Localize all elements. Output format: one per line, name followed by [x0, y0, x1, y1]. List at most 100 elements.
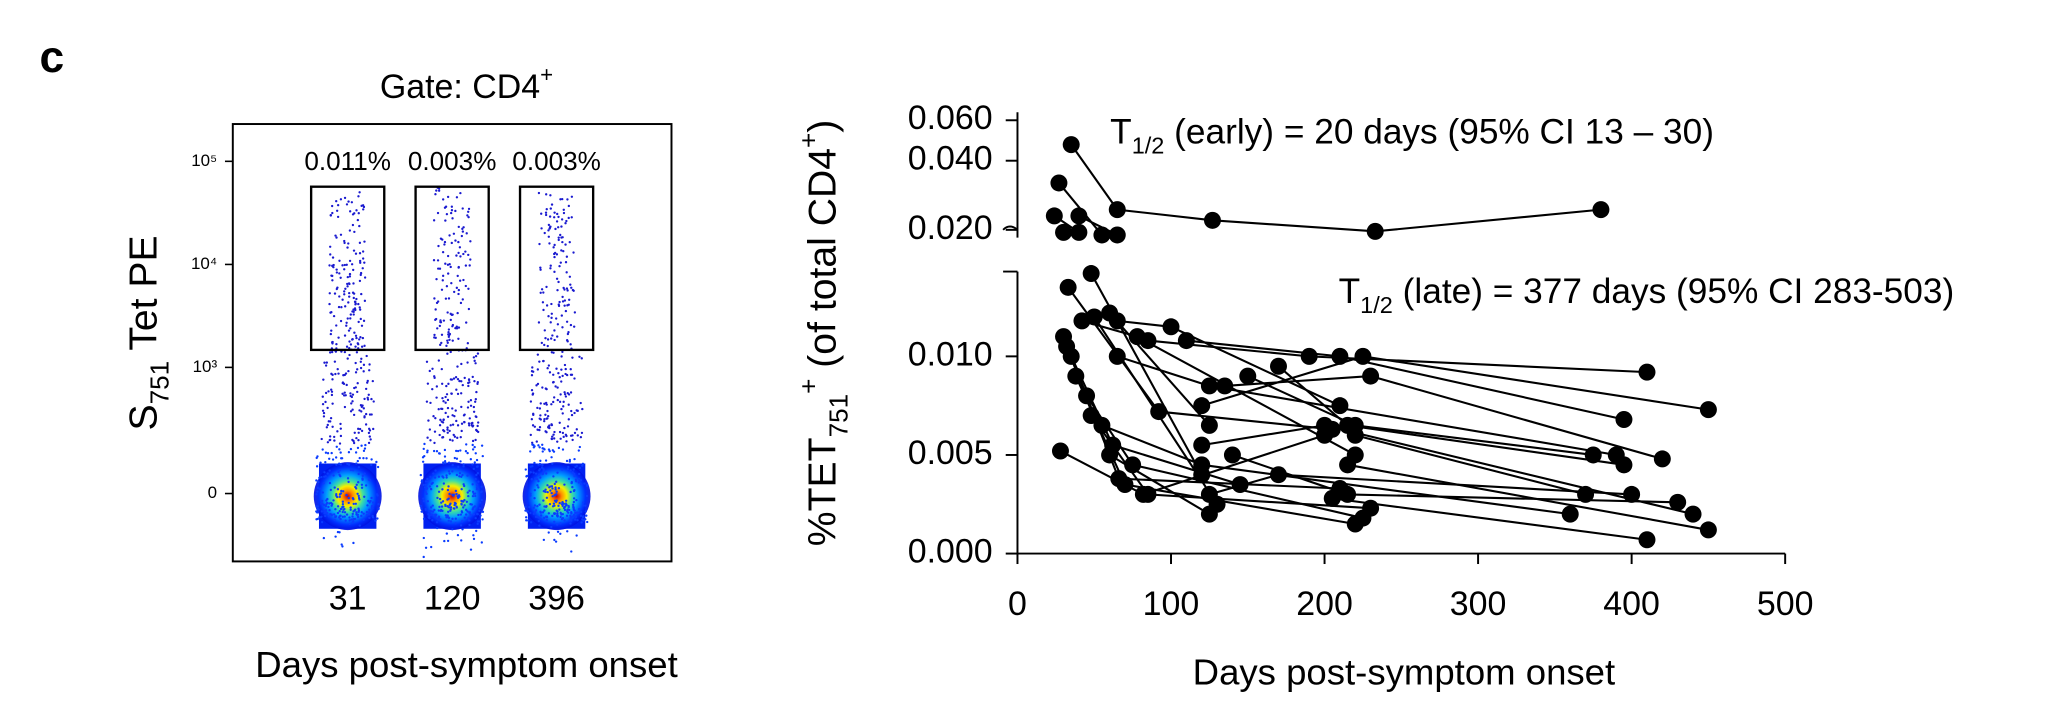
- event-dot: [437, 509, 440, 512]
- event-dot: [548, 449, 551, 453]
- event-dot: [460, 362, 463, 366]
- event-dot: [467, 253, 470, 257]
- event-dot: [556, 335, 559, 338]
- event-dot: [584, 510, 587, 513]
- event-dot: [550, 485, 554, 488]
- data-point: [1638, 531, 1656, 549]
- event-dot: [469, 258, 472, 261]
- event-dot: [569, 469, 572, 472]
- event-dot: [481, 510, 485, 514]
- event-dot: [333, 439, 336, 442]
- event-dot: [560, 518, 564, 521]
- event-dot: [341, 545, 344, 548]
- data-point: [1051, 442, 1069, 460]
- event-dot: [558, 430, 562, 434]
- event-dot: [368, 413, 372, 416]
- data-point: [1108, 226, 1126, 244]
- event-dot: [550, 403, 553, 406]
- event-dot: [318, 476, 321, 480]
- event-dot: [324, 475, 327, 478]
- event-dot: [555, 490, 558, 493]
- event-dot: [364, 423, 368, 426]
- event-dot: [573, 472, 576, 476]
- data-point: [1615, 456, 1633, 474]
- event-dot: [329, 253, 332, 256]
- event-dot: [335, 463, 338, 466]
- event-dot: [447, 335, 450, 339]
- event-dot: [331, 264, 334, 267]
- event-dot: [359, 261, 362, 264]
- event-dot: [456, 533, 460, 537]
- event-dot: [478, 520, 482, 523]
- event-dot: [343, 405, 347, 409]
- event-dot: [356, 459, 359, 463]
- event-dot: [329, 438, 332, 442]
- event-dot: [557, 226, 560, 229]
- event-dot: [559, 437, 562, 440]
- event-dot: [524, 505, 527, 508]
- event-dot: [435, 189, 438, 192]
- event-dot: [552, 380, 555, 384]
- event-dot: [525, 519, 528, 522]
- event-dot: [348, 259, 352, 263]
- event-dot: [335, 324, 338, 327]
- event-dot: [579, 514, 583, 517]
- event-dot: [561, 295, 564, 299]
- event-dot: [524, 468, 527, 471]
- event-dot: [538, 426, 542, 429]
- event-dot: [331, 502, 334, 506]
- event-dot: [445, 476, 448, 479]
- event-dot: [336, 203, 340, 207]
- event-dot: [561, 240, 564, 244]
- event-dot: [327, 515, 331, 518]
- event-dot: [537, 463, 540, 466]
- event-dot: [354, 451, 358, 454]
- event-dot: [539, 459, 542, 462]
- event-dot: [368, 369, 371, 372]
- event-dot: [350, 201, 354, 204]
- event-dot: [358, 279, 362, 283]
- event-dot: [360, 514, 363, 517]
- event-dot: [339, 422, 342, 426]
- event-dot: [540, 227, 543, 230]
- event-dot: [338, 448, 341, 451]
- event-dot: [476, 352, 480, 355]
- event-dot: [535, 384, 538, 387]
- event-dot: [431, 481, 434, 485]
- event-dot: [365, 510, 369, 514]
- event-dot: [368, 478, 372, 482]
- event-dot: [341, 510, 344, 514]
- event-dot: [356, 515, 360, 519]
- event-dot: [457, 326, 461, 329]
- event-dot: [557, 303, 560, 306]
- event-dot: [363, 397, 366, 401]
- event-dot: [342, 382, 346, 386]
- event-dot: [556, 323, 560, 326]
- event-dot: [334, 515, 337, 518]
- event-dot: [363, 472, 366, 475]
- data-point: [1331, 347, 1349, 365]
- data-point: [1592, 201, 1610, 219]
- event-dot: [565, 255, 569, 258]
- data-point: [1270, 466, 1287, 484]
- event-dot: [351, 408, 354, 411]
- event-dot: [556, 512, 559, 515]
- event-dot: [425, 400, 429, 403]
- event-dot: [474, 362, 477, 365]
- event-dot: [467, 378, 471, 382]
- event-dot: [328, 509, 331, 512]
- data-point: [1699, 521, 1717, 539]
- event-dot: [357, 431, 360, 434]
- event-dot: [321, 448, 324, 451]
- event-dot: [357, 320, 360, 324]
- event-dot: [549, 225, 552, 228]
- event-dot: [446, 406, 450, 410]
- event-dot: [365, 457, 368, 460]
- event-dot: [433, 333, 436, 337]
- event-dot: [475, 529, 478, 533]
- event-dot: [361, 250, 365, 253]
- event-dot: [351, 512, 354, 516]
- event-dot: [447, 382, 450, 386]
- event-dot: [355, 483, 358, 487]
- data-point: [1059, 278, 1077, 296]
